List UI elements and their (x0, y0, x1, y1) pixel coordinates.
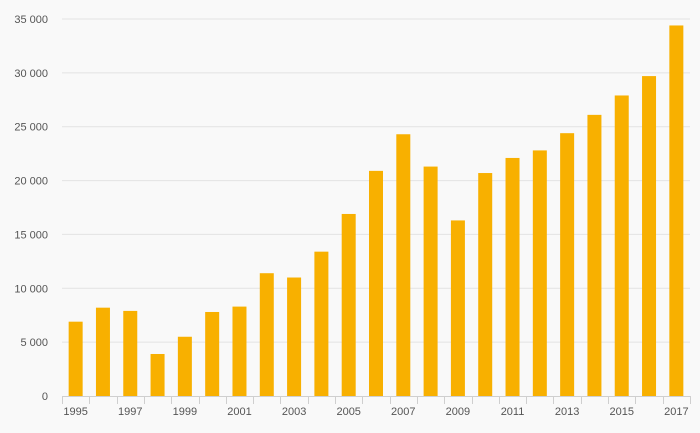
x-tick-label: 2017 (664, 406, 688, 418)
x-tick-label: 2009 (446, 406, 470, 418)
bar-2015 (614, 95, 629, 396)
bar-1999 (177, 336, 192, 396)
x-tick-label: 1997 (118, 406, 142, 418)
y-tick-label: 10 000 (14, 283, 48, 295)
bar-1996 (95, 307, 110, 396)
x-tick-label: 1995 (63, 406, 87, 418)
bar-2011 (505, 157, 520, 396)
x-tick-label: 2013 (555, 406, 579, 418)
x-tick-label: 2003 (282, 406, 306, 418)
y-tick-label: 35 000 (14, 14, 48, 26)
x-axis-tick-labels: 1995 1997 1999 2001 2003 2005 2007 2009 2011 2013… (63, 406, 688, 418)
x-axis (62, 396, 691, 404)
bars (68, 25, 684, 397)
bar-2000 (205, 311, 220, 396)
x-tick-label: 2005 (336, 406, 360, 418)
bar-2012 (532, 150, 547, 396)
y-tick-label: 5 000 (20, 337, 48, 349)
bar-2013 (560, 133, 575, 397)
y-tick-label: 30 000 (14, 68, 48, 80)
bar-1997 (123, 310, 138, 396)
x-tick-label: 1999 (173, 406, 197, 418)
bar-2005 (341, 213, 356, 396)
bar-1995 (68, 321, 83, 396)
bar-2017 (669, 25, 684, 396)
y-tick-label: 20 000 (14, 176, 48, 188)
bar-2007 (396, 134, 411, 397)
x-tick-label: 2011 (501, 406, 525, 418)
bar-2004 (314, 251, 329, 396)
x-tick-label: 2015 (609, 406, 633, 418)
bar-2008 (423, 166, 438, 396)
y-tick-label: 0 (42, 391, 48, 403)
bar-1998 (150, 353, 165, 396)
x-tick-label: 2001 (227, 406, 251, 418)
bar-2001 (232, 306, 247, 396)
x-tick-label: 2007 (391, 406, 415, 418)
y-tick-label: 15 000 (14, 229, 48, 241)
bar-2009 (450, 220, 465, 396)
bar-2010 (478, 173, 493, 396)
y-tick-label: 25 000 (14, 122, 48, 134)
bar-2003 (287, 277, 302, 396)
bar-2002 (259, 273, 274, 396)
y-axis-tick-labels: 0 5 000 10 000 15 000 20 000 25 000 30 000 35 0… (14, 14, 48, 403)
bar-2014 (587, 114, 602, 396)
bar-2006 (369, 170, 383, 396)
bar-2016 (642, 76, 657, 397)
